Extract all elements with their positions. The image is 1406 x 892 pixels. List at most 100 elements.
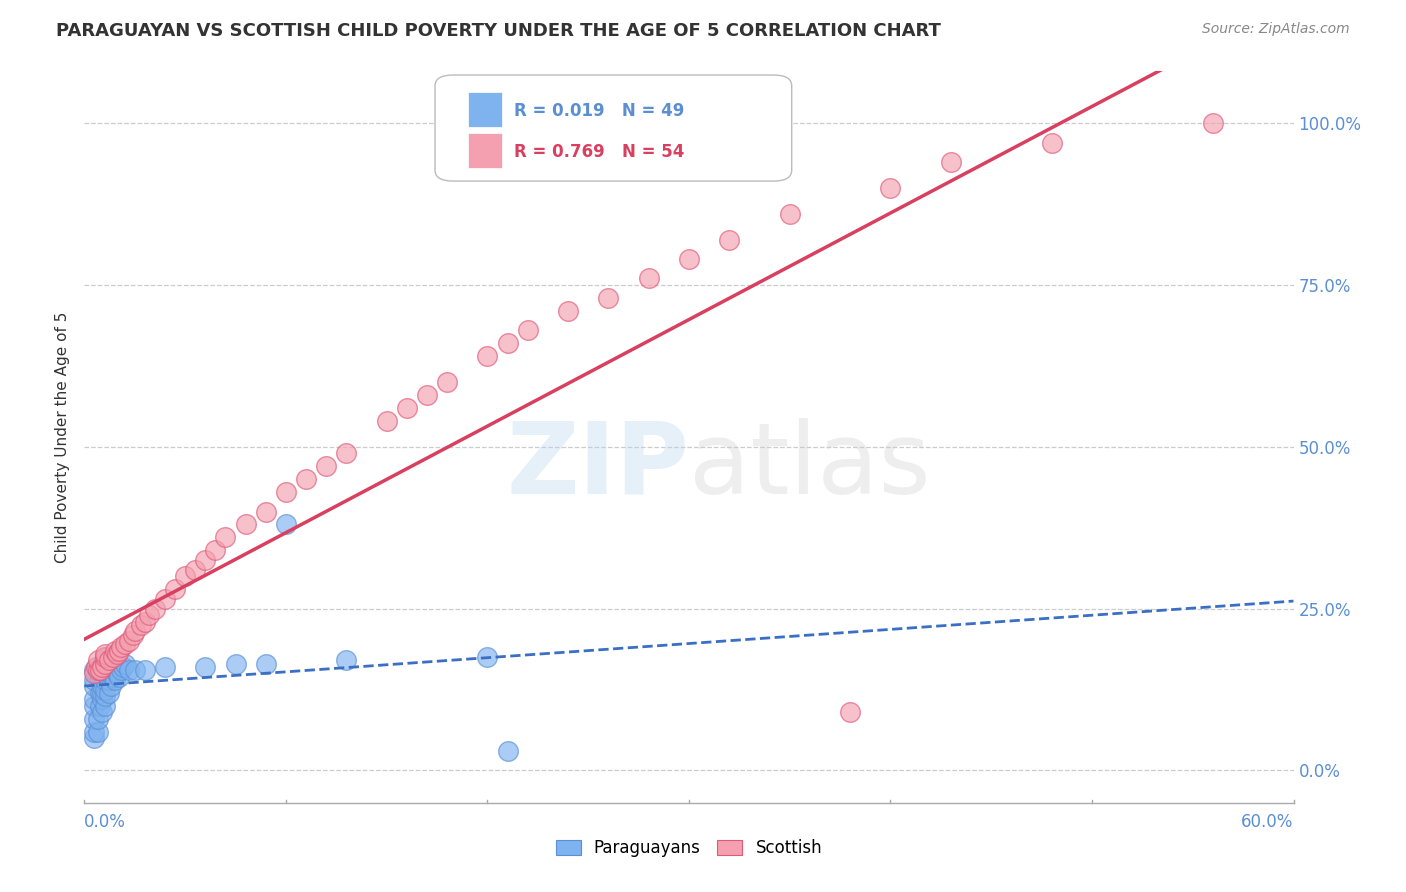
Point — [83, 679, 105, 693]
Point — [335, 653, 357, 667]
Point — [194, 553, 217, 567]
Point — [105, 666, 128, 681]
Point — [91, 660, 114, 674]
Point — [153, 591, 176, 606]
Point — [124, 663, 146, 677]
Point — [87, 712, 110, 726]
Point — [496, 336, 519, 351]
Point — [134, 663, 156, 677]
Point — [93, 666, 115, 681]
Point — [87, 653, 110, 667]
Text: PARAGUAYAN VS SCOTTISH CHILD POVERTY UNDER THE AGE OF 5 CORRELATION CHART: PARAGUAYAN VS SCOTTISH CHILD POVERTY UND… — [56, 22, 941, 40]
Point — [110, 663, 132, 677]
Point — [89, 663, 111, 677]
Point — [477, 349, 499, 363]
Point — [111, 660, 134, 674]
Point — [83, 698, 105, 713]
Point — [101, 669, 124, 683]
Text: 0.0%: 0.0% — [84, 813, 127, 830]
Point — [118, 663, 141, 677]
Point — [91, 686, 114, 700]
Point — [93, 689, 115, 703]
Point — [637, 271, 659, 285]
Point — [395, 401, 418, 415]
Point — [225, 657, 247, 671]
Point — [91, 657, 114, 671]
Point — [91, 666, 114, 681]
Point — [839, 705, 862, 719]
Point — [87, 663, 110, 677]
Point — [114, 637, 136, 651]
Point — [118, 634, 141, 648]
Bar — [468, 92, 502, 128]
Point — [1202, 116, 1225, 130]
Text: atlas: atlas — [689, 417, 931, 515]
Point — [97, 653, 120, 667]
Point — [91, 705, 114, 719]
Point — [295, 472, 318, 486]
Point — [83, 673, 105, 687]
Point — [516, 323, 538, 337]
Point — [107, 669, 129, 683]
Point — [254, 657, 277, 671]
Point — [165, 582, 187, 597]
Point — [557, 303, 579, 318]
Point — [93, 673, 115, 687]
Point — [83, 712, 105, 726]
Text: 60.0%: 60.0% — [1241, 813, 1294, 830]
Point — [254, 504, 277, 518]
Point — [101, 650, 124, 665]
Point — [83, 731, 105, 745]
Point — [134, 615, 156, 629]
Point — [375, 414, 398, 428]
Point — [100, 679, 122, 693]
Bar — [468, 133, 502, 168]
Point — [129, 617, 152, 632]
Legend: Paraguayans, Scottish: Paraguayans, Scottish — [548, 832, 830, 864]
Text: R = 0.769   N = 54: R = 0.769 N = 54 — [513, 143, 683, 161]
Point — [124, 624, 146, 639]
Point — [89, 686, 111, 700]
Point — [93, 698, 115, 713]
Point — [274, 485, 297, 500]
Point — [153, 660, 176, 674]
Point — [598, 291, 620, 305]
Point — [114, 657, 136, 671]
Point — [93, 657, 115, 671]
Point — [93, 650, 115, 665]
Point — [97, 673, 120, 687]
Point — [235, 517, 257, 532]
Point — [91, 679, 114, 693]
Point — [335, 446, 357, 460]
Point — [718, 233, 741, 247]
Point — [104, 643, 127, 657]
Point — [436, 375, 458, 389]
Point — [104, 673, 127, 687]
Y-axis label: Child Poverty Under the Age of 5: Child Poverty Under the Age of 5 — [55, 311, 70, 563]
Point — [83, 724, 105, 739]
Point — [678, 252, 700, 266]
Point — [91, 692, 114, 706]
Text: ZIP: ZIP — [506, 417, 689, 515]
Point — [83, 663, 105, 677]
Point — [89, 698, 111, 713]
Point — [496, 744, 519, 758]
Point — [93, 657, 115, 671]
Point — [93, 650, 115, 665]
Text: Source: ZipAtlas.com: Source: ZipAtlas.com — [1202, 22, 1350, 37]
Point — [93, 682, 115, 697]
Point — [214, 530, 236, 544]
Point — [204, 543, 226, 558]
Point — [107, 643, 129, 657]
Point — [87, 724, 110, 739]
Point — [416, 388, 439, 402]
Point — [779, 207, 801, 221]
Point — [104, 663, 127, 677]
Point — [86, 660, 108, 674]
Point — [93, 647, 115, 661]
Point — [110, 640, 132, 655]
Point — [477, 650, 499, 665]
Text: R = 0.019   N = 49: R = 0.019 N = 49 — [513, 103, 683, 120]
Point — [121, 627, 143, 641]
Point — [315, 459, 337, 474]
